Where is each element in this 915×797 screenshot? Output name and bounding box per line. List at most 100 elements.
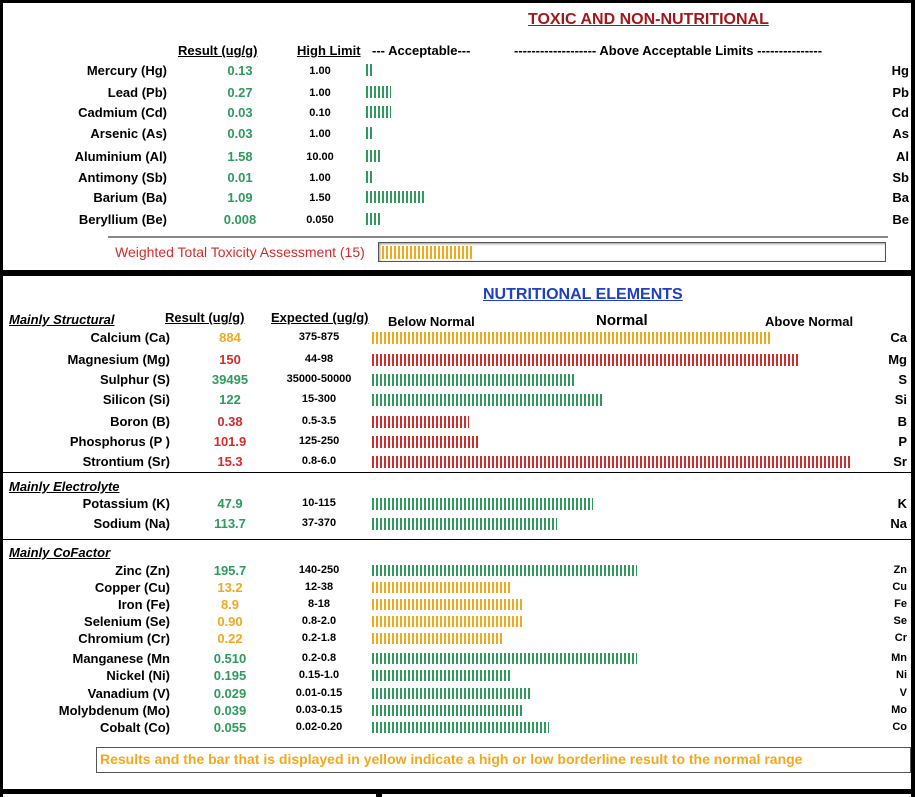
- expected-range: 0.5-3.5: [301, 415, 337, 427]
- element-name: Arsenic (As): [90, 126, 167, 141]
- section-separator: [0, 270, 915, 276]
- element-symbol: K: [897, 496, 907, 511]
- element-symbol: Cu: [892, 581, 907, 593]
- result-value: 0.90: [217, 614, 243, 629]
- result-value: 0.008: [223, 212, 257, 227]
- footer-note-box: Results and the bar that is displayed in…: [96, 747, 911, 773]
- nutrient-bar: [372, 705, 522, 716]
- nutrient-bar: [372, 436, 479, 448]
- result-value: 101.9: [213, 434, 247, 449]
- expected-range: 375-875: [298, 331, 340, 343]
- expected-range: 0.02-0.20: [295, 721, 343, 733]
- normal-header: Normal: [596, 312, 648, 329]
- nutritional-title: NUTRITIONAL ELEMENTS: [483, 286, 683, 303]
- element-symbol: Sb: [892, 170, 909, 185]
- nutrient-bar: [372, 498, 593, 510]
- element-symbol: Zn: [893, 564, 907, 576]
- result-value: 1.09: [227, 190, 253, 205]
- element-symbol: Hg: [891, 63, 909, 78]
- element-name: Molybdenum (Mo): [58, 703, 170, 718]
- bottom-divider: [376, 789, 382, 797]
- toxic-title: TOXIC AND NON-NUTRITIONAL: [528, 11, 769, 28]
- weighted-toxicity-box: [378, 242, 886, 262]
- element-symbol: Mn: [891, 652, 907, 664]
- element-symbol: Co: [892, 721, 907, 733]
- element-name: Cadmium (Cd): [78, 105, 167, 120]
- expected-range: 37-370: [301, 517, 337, 529]
- nutrient-bar: [372, 616, 522, 627]
- high-limit: 1.00: [309, 172, 331, 184]
- nutrient-bar: [372, 456, 852, 468]
- element-symbol: Ni: [896, 669, 907, 681]
- element-symbol: B: [897, 414, 907, 429]
- toxicity-bar: [366, 171, 373, 183]
- result-value: 47.9: [217, 496, 243, 511]
- expected-range: 0.01-0.15: [295, 687, 343, 699]
- element-symbol: Ba: [892, 190, 909, 205]
- element-name: Potassium (K): [82, 496, 170, 511]
- element-symbol: Mo: [891, 704, 907, 716]
- nutrient-bar: [372, 688, 530, 699]
- element-symbol: Mg: [888, 352, 907, 367]
- element-name: Aluminium (Al): [74, 149, 167, 164]
- nutrient-bar: [372, 599, 522, 610]
- result-value: 0.01: [227, 170, 253, 185]
- element-symbol: Si: [894, 392, 907, 407]
- expected-range: 8-18: [307, 598, 331, 610]
- result-value: 195.7: [213, 563, 247, 578]
- element-name: Calcium (Ca): [90, 330, 170, 345]
- result-value: 8.9: [220, 597, 240, 612]
- element-symbol: Ca: [890, 330, 907, 345]
- toxic-limit-header: High Limit: [297, 43, 361, 58]
- toxicity-bar: [366, 106, 391, 118]
- nutri-result-header: Result (ug/g): [165, 310, 245, 325]
- high-limit: 1.00: [309, 65, 331, 77]
- nutrient-bar: [372, 633, 504, 644]
- result-value: 884: [219, 330, 241, 345]
- high-limit: 0.10: [309, 107, 331, 119]
- result-value: 0.27: [227, 85, 253, 100]
- result-value: 13.2: [217, 580, 243, 595]
- toxicity-bar: [366, 86, 391, 98]
- result-value: 0.195: [213, 668, 247, 683]
- element-symbol: V: [899, 687, 907, 699]
- toxicity-bar: [366, 127, 373, 139]
- group-divider: [3, 472, 911, 473]
- toxic-divider: [108, 236, 888, 238]
- expected-range: 0.8-2.0: [301, 615, 337, 627]
- result-value: 1.58: [227, 149, 253, 164]
- result-value: 0.13: [227, 63, 253, 78]
- expected-range: 125-250: [298, 435, 340, 447]
- element-name: Barium (Ba): [93, 190, 167, 205]
- element-symbol: P: [898, 434, 907, 449]
- element-symbol: As: [892, 126, 909, 141]
- element-name: Selenium (Se): [84, 614, 170, 629]
- left-border: [0, 0, 3, 797]
- expected-range: 0.2-0.8: [301, 652, 337, 664]
- toxicity-bar: [366, 150, 380, 162]
- element-symbol: S: [898, 372, 907, 387]
- toxicity-bar: [366, 191, 424, 203]
- element-name: Magnesium (Mg): [67, 352, 170, 367]
- expected-range: 35000-50000: [286, 373, 352, 385]
- toxicity-bar: [366, 64, 373, 76]
- element-name: Sodium (Na): [93, 516, 170, 531]
- nutri-expected-header: Expected (ug/g): [271, 310, 369, 325]
- right-border: [911, 0, 915, 797]
- toxic-result-header: Result (ug/g): [178, 43, 258, 58]
- result-value: 0.055: [213, 720, 247, 735]
- element-symbol: Pb: [892, 85, 909, 100]
- group-title: Mainly CoFactor: [9, 545, 111, 560]
- element-name: Manganese (Mn: [72, 651, 170, 666]
- group-title: Mainly Structural: [9, 312, 115, 327]
- element-symbol: Cr: [894, 632, 907, 644]
- high-limit: 1.00: [309, 128, 331, 140]
- group-divider: [3, 539, 911, 540]
- element-name: Chromium (Cr): [78, 631, 170, 646]
- element-symbol: Na: [890, 516, 907, 531]
- element-symbol: Be: [892, 212, 909, 227]
- toxic-above-header: ------------------- Above Acceptable Lim…: [514, 43, 823, 58]
- result-value: 0.22: [217, 631, 243, 646]
- element-symbol: Sr: [893, 454, 907, 469]
- expected-range: 44-98: [304, 353, 334, 365]
